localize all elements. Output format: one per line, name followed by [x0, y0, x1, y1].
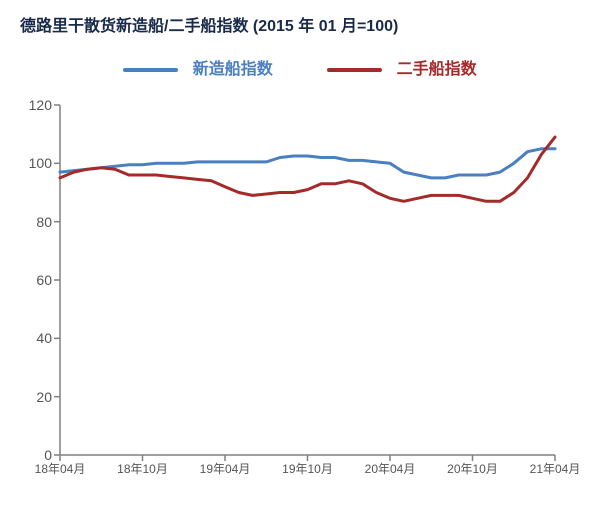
series-line-1 — [60, 137, 555, 201]
xtick-label: 19年10月 — [282, 460, 333, 477]
xtick-label: 18年04月 — [35, 460, 86, 477]
ytick-label: 100 — [29, 155, 52, 171]
xtick-label: 20年10月 — [447, 460, 498, 477]
chart-area: 020406080100120 18年04月18年10月19年04月19年10月… — [0, 95, 600, 495]
xtick-label: 19年04月 — [200, 460, 251, 477]
legend: 新造船指数 二手船指数 — [0, 55, 600, 79]
legend-item-1: 二手船指数 — [327, 55, 476, 79]
chart-svg — [0, 95, 600, 495]
chart-title: 德路里干散货新造船/二手船指数 (2015 年 01 月=100) — [20, 12, 398, 36]
xtick-label: 20年04月 — [365, 460, 416, 477]
ytick-label: 120 — [29, 97, 52, 113]
legend-swatch-0 — [123, 68, 178, 72]
legend-label-1: 二手船指数 — [397, 61, 477, 78]
ytick-label: 60 — [36, 272, 52, 288]
legend-label-0: 新造船指数 — [193, 61, 273, 78]
ytick-label: 80 — [36, 214, 52, 230]
legend-item-0: 新造船指数 — [123, 55, 272, 79]
xtick-label: 21年04月 — [530, 460, 581, 477]
ytick-label: 40 — [36, 330, 52, 346]
ytick-label: 20 — [36, 389, 52, 405]
xtick-label: 18年10月 — [117, 460, 168, 477]
legend-swatch-1 — [327, 68, 382, 72]
